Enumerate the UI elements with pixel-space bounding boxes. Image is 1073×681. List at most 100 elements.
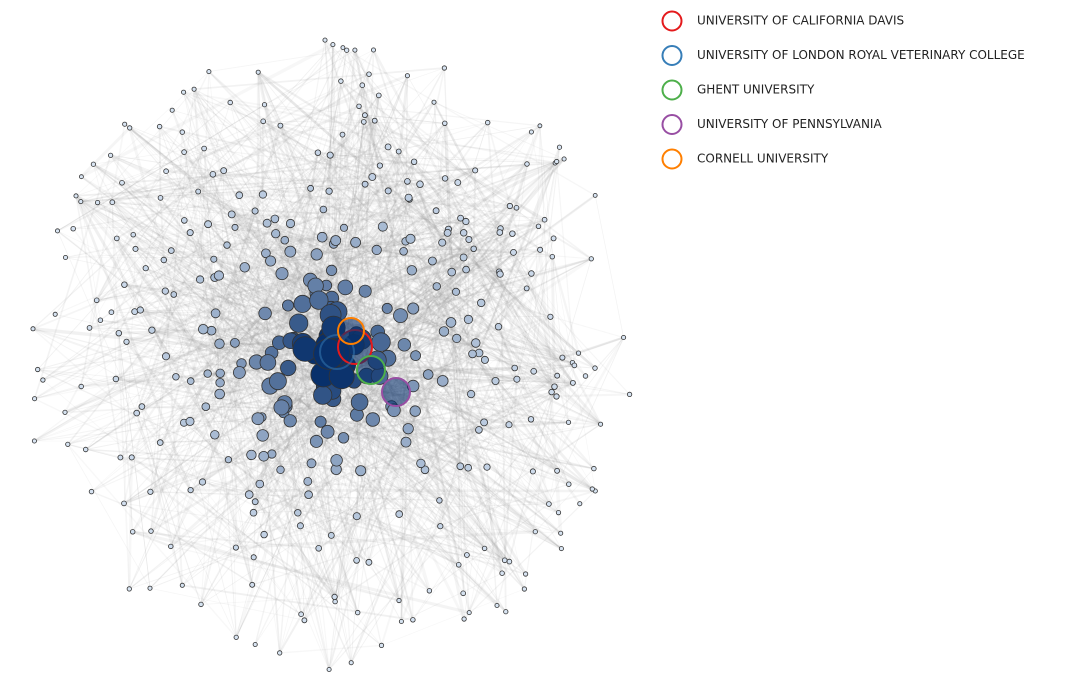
edge xyxy=(166,170,224,172)
edge xyxy=(345,49,511,562)
edge xyxy=(170,382,221,547)
edge xyxy=(219,393,305,621)
node xyxy=(181,89,187,95)
node xyxy=(494,323,503,331)
node xyxy=(280,359,297,377)
edge xyxy=(458,218,462,565)
node xyxy=(130,231,136,238)
edge xyxy=(150,258,215,331)
edge xyxy=(118,148,205,334)
edge xyxy=(350,371,535,663)
edge xyxy=(412,308,457,339)
edge xyxy=(203,148,281,653)
node xyxy=(316,231,328,243)
node xyxy=(558,530,564,536)
node xyxy=(142,265,149,272)
edge xyxy=(450,322,469,468)
node xyxy=(546,501,552,507)
edge xyxy=(398,359,486,515)
node xyxy=(549,254,555,260)
node xyxy=(260,530,268,539)
edge xyxy=(301,101,436,305)
edge xyxy=(386,228,501,309)
node xyxy=(509,230,516,237)
node xyxy=(293,294,312,313)
edge xyxy=(183,151,251,495)
node xyxy=(314,149,322,156)
node xyxy=(588,256,594,262)
edge xyxy=(248,493,505,562)
edge xyxy=(89,248,136,329)
edge xyxy=(189,361,269,423)
node xyxy=(270,214,280,224)
edge xyxy=(433,101,576,366)
edge xyxy=(450,161,557,274)
edge xyxy=(80,126,131,178)
node xyxy=(268,372,287,391)
edge xyxy=(301,81,342,304)
edge xyxy=(393,409,506,561)
node xyxy=(78,199,84,205)
node xyxy=(262,218,272,228)
edge xyxy=(229,102,324,210)
edge xyxy=(381,588,525,646)
node xyxy=(404,73,410,79)
node xyxy=(239,262,250,273)
edge xyxy=(128,457,133,589)
edge xyxy=(412,161,575,384)
node xyxy=(147,585,153,591)
edge xyxy=(215,47,344,314)
edge xyxy=(270,232,464,262)
node xyxy=(570,379,576,386)
node xyxy=(223,241,231,249)
node xyxy=(371,244,382,255)
edge xyxy=(208,71,242,364)
edge xyxy=(387,190,474,250)
edge xyxy=(353,49,460,566)
edge xyxy=(150,529,400,602)
edge xyxy=(119,376,177,459)
node xyxy=(132,245,139,252)
node xyxy=(456,462,465,471)
edge xyxy=(91,406,282,493)
node xyxy=(400,436,412,448)
edge xyxy=(235,469,281,638)
node xyxy=(326,667,332,673)
edge xyxy=(282,412,302,527)
node xyxy=(475,426,483,434)
node xyxy=(393,308,408,324)
edge xyxy=(189,489,255,558)
edge xyxy=(362,121,466,620)
edge xyxy=(431,260,468,556)
node xyxy=(409,405,421,417)
edge xyxy=(80,43,334,179)
node xyxy=(527,416,535,423)
node xyxy=(327,532,335,539)
node xyxy=(344,47,350,53)
edge xyxy=(80,200,401,317)
node xyxy=(260,118,267,125)
edge xyxy=(328,337,625,670)
edge xyxy=(329,155,335,245)
edge xyxy=(303,318,470,621)
edge xyxy=(193,89,216,435)
edge xyxy=(400,428,410,622)
edge xyxy=(442,273,501,382)
edge xyxy=(128,127,317,287)
edge xyxy=(357,105,500,328)
edge xyxy=(128,127,254,586)
edge xyxy=(173,278,201,296)
edge xyxy=(175,376,336,598)
node xyxy=(548,388,555,396)
edge xyxy=(356,233,513,561)
edge xyxy=(332,269,467,392)
node xyxy=(571,362,578,369)
node xyxy=(187,486,194,494)
node xyxy=(582,373,589,379)
edge xyxy=(109,153,576,367)
node xyxy=(277,122,284,129)
edge xyxy=(413,161,631,395)
node xyxy=(463,552,470,558)
edge xyxy=(379,251,515,377)
edge xyxy=(342,134,579,354)
